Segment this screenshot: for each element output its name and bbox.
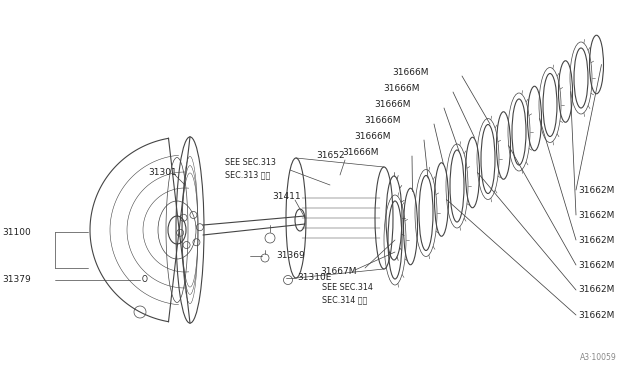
Text: O: O — [142, 276, 148, 285]
Text: A3·10059: A3·10059 — [580, 353, 617, 362]
Text: 31369: 31369 — [276, 251, 305, 260]
Text: SEE SEC.314: SEE SEC.314 — [322, 283, 373, 292]
Text: 31100: 31100 — [2, 228, 31, 237]
Text: 31310E: 31310E — [297, 273, 332, 282]
Text: 31666M: 31666M — [364, 115, 401, 125]
Text: 31662M: 31662M — [578, 186, 614, 195]
Text: 31666M: 31666M — [374, 99, 410, 109]
Text: 31666M: 31666M — [354, 131, 390, 141]
Text: 31666M: 31666M — [342, 148, 378, 157]
Text: SEC.313 参照: SEC.313 参照 — [225, 170, 270, 180]
Text: 31652: 31652 — [316, 151, 344, 160]
Text: 31379: 31379 — [2, 276, 31, 285]
Text: 31666M: 31666M — [392, 67, 429, 77]
Text: 31662M: 31662M — [578, 235, 614, 244]
Text: 31662M: 31662M — [578, 211, 614, 219]
Text: 31301: 31301 — [148, 167, 177, 176]
Text: SEE SEC.313: SEE SEC.313 — [225, 157, 276, 167]
Text: 31667M: 31667M — [320, 267, 356, 276]
Text: 31662M: 31662M — [578, 311, 614, 320]
Text: SEC.314 参照: SEC.314 参照 — [322, 295, 367, 305]
Text: 31662M: 31662M — [578, 285, 614, 295]
Text: 31666M: 31666M — [383, 83, 419, 93]
Text: 31411: 31411 — [272, 192, 301, 201]
Text: 31662M: 31662M — [578, 260, 614, 269]
